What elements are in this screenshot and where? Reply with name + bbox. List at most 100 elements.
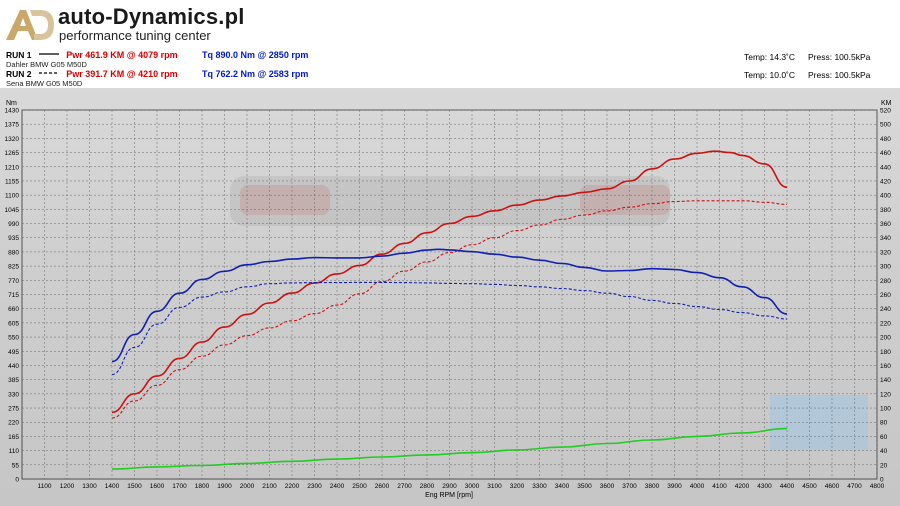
x-tick-label: 4800 (870, 483, 885, 490)
x-tick-label: 1800 (195, 483, 210, 490)
run2-vehicle: Sena BMW G05 M50D (6, 79, 83, 88)
series-line-0 (111, 150, 788, 414)
x-tick-label: 3500 (577, 483, 592, 490)
x-tick-label: 3400 (555, 483, 570, 490)
x-tick-label: 4700 (847, 483, 862, 490)
y-right-tick-label: 380 (880, 207, 891, 214)
y-left-tick-label: 55 (12, 462, 20, 469)
y-right-unit: KM (881, 100, 892, 107)
x-tick-label: 2400 (330, 483, 345, 490)
y-left-tick-label: 770 (8, 278, 19, 285)
y-left-tick-label: 935 (8, 235, 19, 242)
y-right-tick-label: 80 (880, 420, 888, 427)
x-tick-label: 2800 (420, 483, 435, 490)
y-right-tick-label: 220 (880, 320, 891, 327)
y-left-tick-label: 825 (8, 264, 19, 271)
x-tick-label: 3300 (532, 483, 547, 490)
run1-temp: Temp: 14.3˚C (744, 52, 796, 62)
y-right-tick-label: 340 (880, 235, 891, 242)
y-left-tick-label: 1375 (5, 122, 20, 129)
x-tick-label: 3000 (465, 483, 480, 490)
x-tick-label: 2300 (307, 483, 322, 490)
grid (21, 109, 878, 480)
y-left-tick-label: 1210 (5, 164, 20, 171)
y-right-tick-label: 200 (880, 335, 891, 342)
x-tick-label: 4100 (712, 483, 727, 490)
run2-dashed-legend-icon (38, 72, 59, 74)
x-tick-label: 2900 (442, 483, 457, 490)
run1-press: Press: 100.5kPa (808, 52, 871, 62)
run1-solid-legend-icon (38, 53, 59, 55)
y-right-tick-label: 360 (880, 221, 891, 228)
y-left-tick-label: 165 (8, 434, 19, 441)
x-tick-label: 1300 (82, 483, 97, 490)
y-left-tick-label: 110 (9, 448, 20, 455)
run2-torque: Tq 762.2 Nm @ 2583 rpm (202, 69, 309, 79)
y-right-tick-label: 440 (880, 164, 891, 171)
y-right-tick-label: 400 (880, 193, 891, 200)
x-tick-label: 4200 (735, 483, 750, 490)
y-left-tick-label: 0 (15, 477, 19, 484)
run2-row: RUN 2 Pwr 391.7 KM @ 4210 rpm (6, 69, 178, 79)
y-left-tick-label: 1155 (5, 178, 19, 185)
run1-power: Pwr 461.9 KM @ 4079 rpm (66, 50, 178, 60)
y-left-tick-label: 715 (8, 292, 19, 299)
logo-icon (6, 10, 54, 40)
series-line-2 (111, 200, 788, 419)
x-tick-label: 4000 (690, 483, 705, 490)
y-left-tick-label: 495 (8, 349, 19, 356)
brand-name: auto-Dynamics.pl (58, 4, 245, 29)
x-tick-label: 2000 (240, 483, 255, 490)
x-tick-label: 2700 (397, 483, 412, 490)
y-right-tick-label: 320 (880, 249, 891, 256)
series-line-4 (111, 427, 788, 470)
x-tick-label: 3600 (600, 483, 615, 490)
x-tick-label: 1600 (150, 483, 165, 490)
x-axis-label: Eng RPM [rpm] (425, 492, 473, 499)
x-tick-label: 2100 (262, 483, 277, 490)
brand-tagline: performance tuning center (59, 28, 211, 43)
run2-label: RUN 2 (6, 69, 32, 79)
x-tick-label: 3900 (667, 483, 682, 490)
x-tick-label: 3200 (510, 483, 525, 490)
y-right-tick-label: 0 (880, 477, 884, 484)
series-line-3 (111, 281, 788, 376)
series-line-1 (111, 248, 788, 363)
y-left-tick-label: 1265 (5, 150, 20, 157)
y-right-tick-label: 280 (880, 278, 891, 285)
y-left-tick-label: 990 (8, 221, 19, 228)
y-right-tick-label: 300 (880, 264, 891, 271)
x-tick-label: 4300 (757, 483, 772, 490)
y-left-tick-label: 1100 (5, 193, 19, 200)
y-right-tick-label: 480 (880, 136, 891, 143)
y-right-tick-label: 420 (880, 178, 891, 185)
run2-temp: Temp: 10.0˚C (744, 70, 796, 80)
x-tick-label: 1200 (60, 483, 75, 490)
x-tick-label: 3700 (622, 483, 637, 490)
y-left-tick-label: 660 (8, 306, 19, 313)
y-right-tick-label: 460 (880, 150, 891, 157)
run2-press: Press: 100.5kPa (808, 70, 871, 80)
y-right-tick-label: 20 (880, 462, 888, 469)
y-left-tick-label: 1430 (5, 108, 20, 115)
x-tick-label: 2200 (285, 483, 300, 490)
x-tick-label: 2600 (375, 483, 390, 490)
axes: 0 0 55 20 110 40 165 60 220 80 275 100 330 120 385 140 4… (5, 108, 892, 491)
y-right-tick-label: 160 (880, 363, 891, 370)
y-left-tick-label: 330 (8, 391, 19, 398)
header: auto-Dynamics.pl performance tuning cent… (0, 0, 900, 88)
y-left-tick-label: 880 (8, 249, 19, 256)
run1-row: RUN 1 Pwr 461.9 KM @ 4079 rpm (6, 50, 178, 60)
y-left-tick-label: 275 (8, 406, 19, 413)
y-right-tick-label: 140 (880, 377, 891, 384)
y-left-tick-label: 1320 (5, 136, 20, 143)
run1-vehicle: Dahler BMW G05 M50D (6, 60, 87, 69)
run1-torque: Tq 890.0 Nm @ 2850 rpm (202, 50, 309, 60)
y-right-tick-label: 180 (880, 349, 891, 356)
x-tick-label: 1500 (127, 483, 142, 490)
y-left-tick-label: 550 (8, 335, 19, 342)
x-tick-label: 3100 (487, 483, 502, 490)
x-tick-label: 1900 (217, 483, 232, 490)
y-left-tick-label: 440 (8, 363, 19, 370)
